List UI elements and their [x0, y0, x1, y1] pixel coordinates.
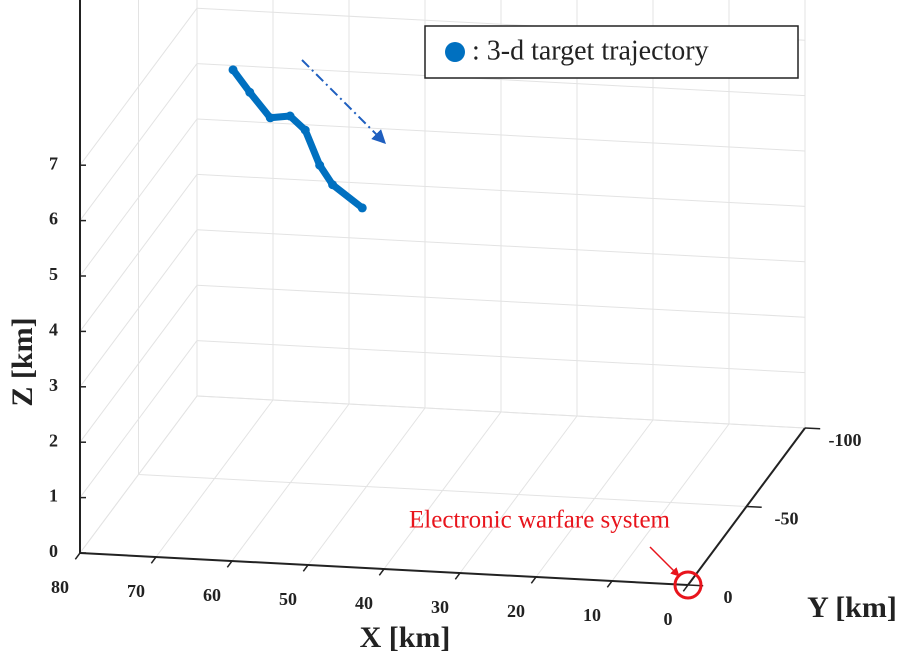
- z-tick-label: 3: [49, 375, 58, 395]
- trajectory-point: [357, 203, 367, 213]
- axes: 0 10 20 30 40 50 60 70 80 -100 -50 0 0 1 2 3 4 5 6 7: [49, 0, 862, 629]
- ew-system-marker: [673, 570, 703, 600]
- x-tick: [150, 556, 157, 564]
- x-tick-label: 60: [203, 585, 221, 605]
- z-tick-label: 1: [49, 486, 58, 506]
- legend-label: : 3-d target trajectory: [472, 35, 709, 66]
- grid-line: [79, 7, 198, 166]
- grid-line: [196, 173, 806, 207]
- grid-line: [138, 474, 747, 507]
- z-tick-label: 6: [49, 209, 58, 229]
- grid-line: [196, 340, 806, 374]
- z-tick-label: 2: [49, 430, 58, 450]
- legend-marker: [445, 42, 465, 62]
- y-axis-label: Y [km]: [807, 591, 897, 624]
- grid-line: [79, 63, 198, 221]
- grid-line: [196, 284, 806, 318]
- plot: : 3-d target trajectory Electronic warfar…: [228, 35, 709, 600]
- grid: [79, 0, 806, 586]
- x-tick-label: 30: [431, 597, 449, 617]
- z-tick-label: 0: [49, 541, 58, 561]
- trajectory-point: [300, 125, 310, 135]
- trajectory-point: [285, 111, 295, 121]
- trajectory-point: [328, 180, 338, 190]
- y-tick-label: -100: [829, 430, 862, 450]
- x-tick-label: 10: [583, 605, 601, 625]
- x-tick: [226, 560, 233, 568]
- x-tick: [74, 552, 81, 560]
- x-tick-label: 80: [51, 577, 69, 597]
- x-tick-label: 50: [279, 589, 297, 609]
- y-tick-label: -50: [775, 509, 799, 529]
- x-tick: [682, 584, 689, 592]
- x-tick-label: 20: [507, 601, 525, 621]
- x-axis-label: X [km]: [360, 621, 451, 654]
- x-tick: [454, 572, 461, 580]
- grid-line: [79, 174, 198, 332]
- grid-line: [79, 284, 198, 443]
- annotation-text: Electronic warfare system: [409, 507, 671, 534]
- annotation-arrow: [649, 546, 680, 577]
- y-tick: [746, 505, 762, 509]
- x-tick-label: 70: [127, 581, 145, 601]
- y-tick-label: 0: [724, 587, 733, 607]
- trajectory-point: [315, 160, 325, 170]
- grid-line: [196, 229, 806, 263]
- grid-line: [196, 395, 806, 429]
- x-tick: [606, 580, 613, 588]
- x-tick: [378, 568, 385, 576]
- trajectory-point: [265, 113, 275, 123]
- z-tick-label: 5: [49, 264, 58, 284]
- trajectory-point: [245, 87, 255, 97]
- x-tick-label: 0: [664, 609, 673, 629]
- z-tick-label: 7: [49, 153, 58, 173]
- y-tick: [804, 427, 821, 430]
- x-tick-label: 40: [355, 593, 373, 613]
- grid-line: [196, 63, 806, 97]
- z-axis-label: Z [km]: [6, 317, 39, 406]
- trajectory-point: [228, 65, 238, 75]
- legend: [424, 25, 799, 79]
- grid-line: [79, 340, 198, 498]
- grid-line: [79, 395, 198, 554]
- x-tick: [530, 576, 537, 584]
- z-tick-label: 4: [49, 320, 58, 340]
- x-tick: [302, 564, 309, 572]
- grid-line: [79, 229, 198, 388]
- grid-line: [79, 118, 198, 277]
